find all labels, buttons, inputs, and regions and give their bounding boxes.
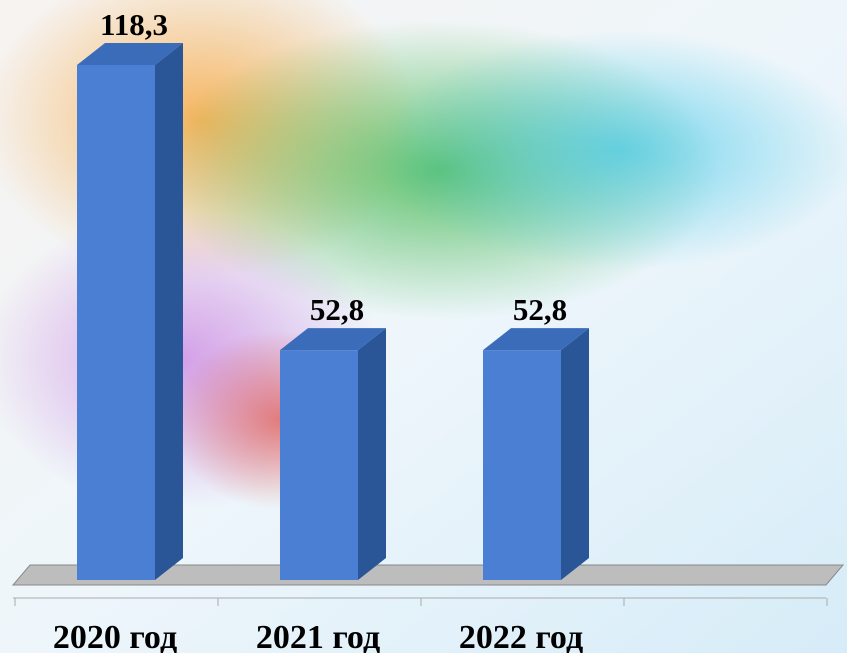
bar-top	[483, 328, 589, 351]
x-tick-label: 2021 год	[256, 619, 380, 653]
value-label: 118,3	[100, 7, 168, 42]
bar	[77, 65, 155, 580]
bar-side	[358, 328, 386, 580]
bar-top	[280, 328, 386, 351]
bar	[280, 350, 358, 580]
x-tick-label: 2020 год	[53, 619, 177, 653]
value-label: 52,8	[513, 292, 567, 327]
x-tick-label: 2022 год	[459, 619, 583, 653]
value-label: 52,8	[310, 292, 364, 327]
bar	[483, 350, 561, 580]
bar-side	[155, 43, 183, 580]
bar-top	[77, 43, 183, 65]
decoration	[380, 30, 847, 270]
bar-side	[561, 328, 589, 580]
